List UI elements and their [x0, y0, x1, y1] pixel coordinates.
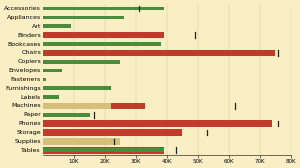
Bar [43, 120, 272, 127]
Bar [43, 42, 161, 46]
Bar [43, 95, 58, 99]
Bar [43, 60, 121, 64]
Bar [43, 147, 164, 154]
Bar [43, 87, 111, 90]
Bar [43, 32, 164, 38]
Bar [43, 138, 68, 145]
Bar [43, 25, 71, 28]
Bar [43, 129, 182, 136]
Bar [43, 78, 46, 81]
Bar [43, 16, 124, 19]
Bar [43, 138, 121, 145]
Bar [43, 7, 164, 10]
Bar [43, 113, 89, 117]
Bar [43, 148, 164, 152]
Bar [43, 103, 145, 109]
Bar [43, 103, 111, 109]
Bar [43, 69, 62, 72]
Bar [43, 50, 275, 56]
